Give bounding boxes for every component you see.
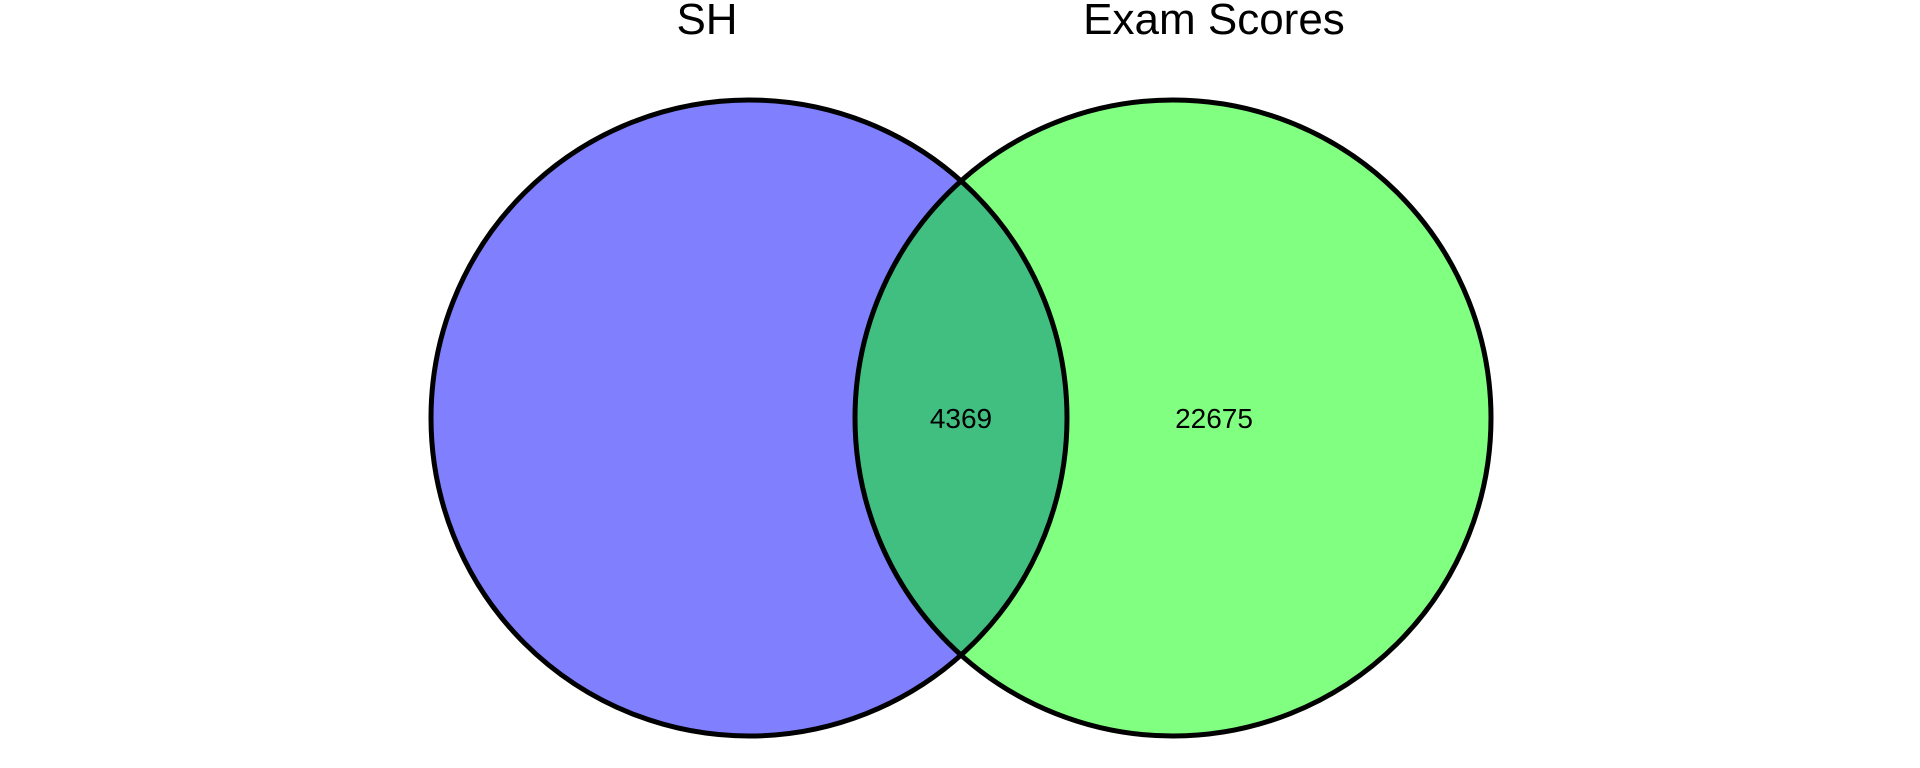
set-b-only-count: 22675 (1175, 403, 1253, 434)
intersection-count: 4369 (930, 403, 992, 434)
set-b-title: Exam Scores (1083, 0, 1345, 44)
set-a-outline (428, 97, 1070, 739)
intersection-region (855, 100, 1067, 736)
set-b-outline (852, 97, 1494, 739)
set-a-title: SH (676, 0, 737, 44)
